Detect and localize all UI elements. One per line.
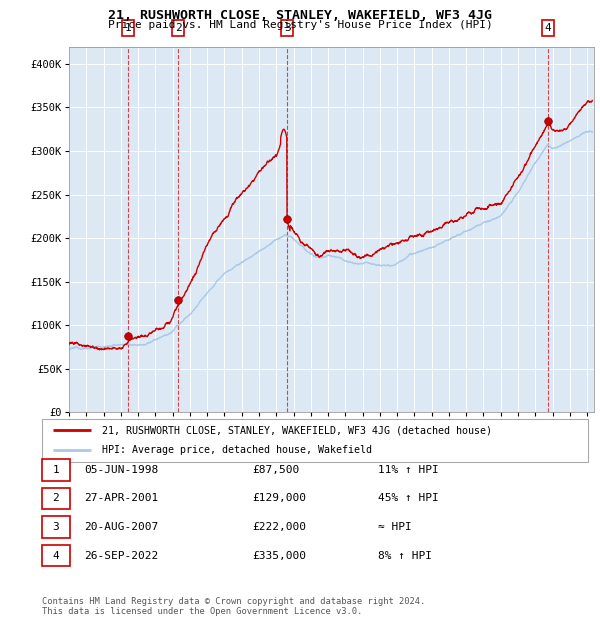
Text: £335,000: £335,000 — [252, 551, 306, 560]
Text: ≈ HPI: ≈ HPI — [378, 522, 412, 532]
Text: £87,500: £87,500 — [252, 465, 299, 475]
Text: 45% ↑ HPI: 45% ↑ HPI — [378, 494, 439, 503]
Text: 3: 3 — [284, 23, 290, 33]
Text: 21, RUSHWORTH CLOSE, STANLEY, WAKEFIELD, WF3 4JG: 21, RUSHWORTH CLOSE, STANLEY, WAKEFIELD,… — [108, 9, 492, 22]
Text: 27-APR-2001: 27-APR-2001 — [84, 494, 158, 503]
Text: 2: 2 — [175, 23, 182, 33]
Text: Price paid vs. HM Land Registry's House Price Index (HPI): Price paid vs. HM Land Registry's House … — [107, 20, 493, 30]
Text: 20-AUG-2007: 20-AUG-2007 — [84, 522, 158, 532]
Text: £222,000: £222,000 — [252, 522, 306, 532]
Text: £129,000: £129,000 — [252, 494, 306, 503]
Text: 4: 4 — [545, 23, 551, 33]
Text: 05-JUN-1998: 05-JUN-1998 — [84, 465, 158, 475]
Text: 1: 1 — [52, 465, 59, 475]
Text: Contains HM Land Registry data © Crown copyright and database right 2024.: Contains HM Land Registry data © Crown c… — [42, 597, 425, 606]
Text: 21, RUSHWORTH CLOSE, STANLEY, WAKEFIELD, WF3 4JG (detached house): 21, RUSHWORTH CLOSE, STANLEY, WAKEFIELD,… — [102, 425, 492, 435]
Text: HPI: Average price, detached house, Wakefield: HPI: Average price, detached house, Wake… — [102, 445, 372, 455]
Text: 3: 3 — [52, 522, 59, 532]
Text: 11% ↑ HPI: 11% ↑ HPI — [378, 465, 439, 475]
Text: 26-SEP-2022: 26-SEP-2022 — [84, 551, 158, 560]
Text: 4: 4 — [52, 551, 59, 560]
Text: 1: 1 — [125, 23, 131, 33]
Text: 8% ↑ HPI: 8% ↑ HPI — [378, 551, 432, 560]
Text: This data is licensed under the Open Government Licence v3.0.: This data is licensed under the Open Gov… — [42, 606, 362, 616]
Text: 2: 2 — [52, 494, 59, 503]
